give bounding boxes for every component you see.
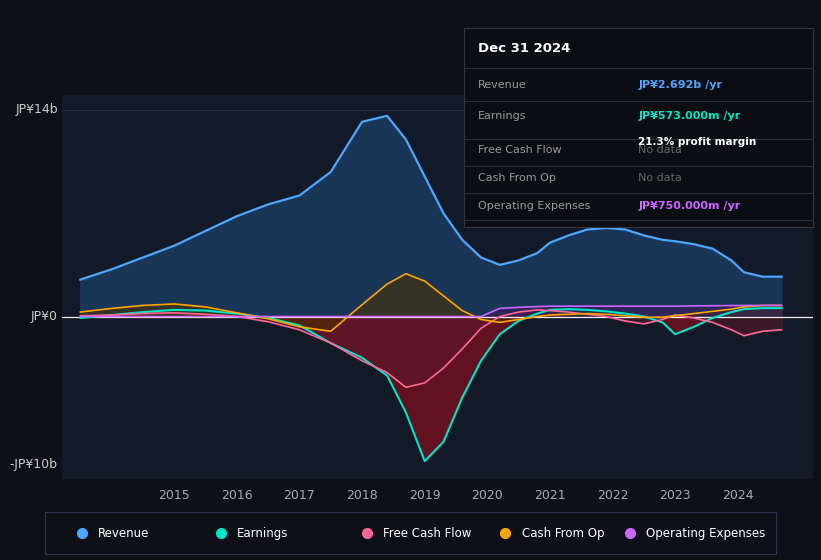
Text: Operating Expenses: Operating Expenses bbox=[478, 201, 590, 211]
Text: JP¥0: JP¥0 bbox=[31, 310, 57, 323]
Text: Revenue: Revenue bbox=[478, 80, 526, 90]
Text: Operating Expenses: Operating Expenses bbox=[646, 527, 765, 540]
Text: Cash From Op: Cash From Op bbox=[478, 173, 556, 183]
Text: JP¥750.000m /yr: JP¥750.000m /yr bbox=[639, 201, 741, 211]
Text: No data: No data bbox=[639, 145, 682, 155]
Text: Earnings: Earnings bbox=[236, 527, 288, 540]
Text: JP¥573.000m /yr: JP¥573.000m /yr bbox=[639, 111, 741, 122]
Text: 21.3% profit margin: 21.3% profit margin bbox=[639, 137, 757, 147]
Text: Free Cash Flow: Free Cash Flow bbox=[478, 145, 562, 155]
Text: JP¥2.692b /yr: JP¥2.692b /yr bbox=[639, 80, 722, 90]
Text: Revenue: Revenue bbox=[98, 527, 149, 540]
Text: Cash From Op: Cash From Op bbox=[521, 527, 604, 540]
Text: Dec 31 2024: Dec 31 2024 bbox=[478, 42, 571, 55]
Text: Earnings: Earnings bbox=[478, 111, 526, 122]
Text: Free Cash Flow: Free Cash Flow bbox=[383, 527, 471, 540]
Text: No data: No data bbox=[639, 173, 682, 183]
Text: -JP¥10b: -JP¥10b bbox=[10, 458, 57, 470]
Text: JP¥14b: JP¥14b bbox=[16, 104, 57, 116]
